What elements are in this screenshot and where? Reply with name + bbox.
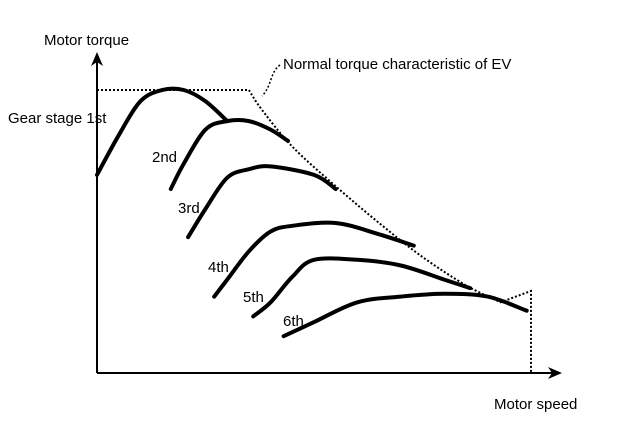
x-axis-arrow	[548, 367, 562, 379]
y-axis-label: Motor torque	[44, 32, 129, 49]
label-gear-1: Gear stage 1st	[8, 110, 107, 127]
envelope-curve	[97, 89, 532, 373]
gear-curve-3	[186, 164, 338, 240]
gear-curves	[95, 86, 529, 339]
gear-curve-4	[212, 220, 416, 299]
gear-curve-2	[168, 118, 290, 191]
annotation-leader	[261, 64, 281, 97]
label-gear-3: 3rd	[178, 200, 200, 217]
label-gear-2: 2nd	[152, 149, 177, 166]
gear-curve-6	[281, 291, 529, 339]
label-gear-4: 4th	[208, 259, 229, 276]
label-gear-5: 5th	[243, 289, 264, 306]
envelope-annotation: Normal torque characteristic of EV	[283, 56, 511, 73]
gear-curve-5	[251, 256, 473, 319]
label-gear-6: 6th	[283, 313, 304, 330]
gear-curve-1	[95, 86, 230, 177]
x-axis-label: Motor speed	[494, 396, 577, 413]
y-axis-arrow	[91, 52, 103, 66]
